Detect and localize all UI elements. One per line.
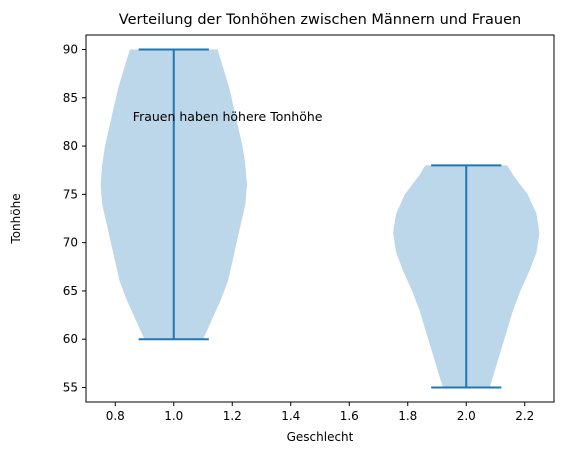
annotation-text: Frauen haben höhere Tonhöhe bbox=[133, 109, 323, 124]
chart-title: Verteilung der Tonhöhen zwischen Männern… bbox=[119, 12, 521, 28]
annotation-layer: Frauen haben höhere Tonhöhe bbox=[133, 109, 323, 124]
violin-layer bbox=[100, 48, 540, 389]
y-tick-label: 65 bbox=[63, 284, 78, 298]
x-tick-label: 0.8 bbox=[106, 409, 125, 423]
y-tick-label: 70 bbox=[63, 236, 78, 250]
axes: 0.8 1.0 1.2 1.4 1.6 1.8 2.0 2.2 55 60 65 70 75 80 85 90 bbox=[63, 34, 555, 423]
y-tick-label: 80 bbox=[63, 139, 78, 153]
y-tick-label: 90 bbox=[63, 42, 78, 56]
plot-frame bbox=[85, 34, 555, 403]
x-axis-label: Geschlecht bbox=[287, 430, 354, 444]
y-tick-label: 60 bbox=[63, 332, 78, 346]
x-tick-label: 1.4 bbox=[281, 409, 300, 423]
y-tick-label: 85 bbox=[63, 91, 78, 105]
x-tick-label: 2.2 bbox=[515, 409, 534, 423]
y-tick-label: 55 bbox=[63, 381, 78, 395]
x-tick-label: 2.0 bbox=[457, 409, 476, 423]
y-axis-label: Tonhöhe bbox=[9, 193, 23, 244]
x-tick-label: 1.0 bbox=[164, 409, 183, 423]
x-tick-label: 1.6 bbox=[340, 409, 359, 423]
y-tick-label: 75 bbox=[63, 187, 78, 201]
x-tick-label: 1.8 bbox=[398, 409, 417, 423]
x-tick-label: 1.2 bbox=[223, 409, 242, 423]
